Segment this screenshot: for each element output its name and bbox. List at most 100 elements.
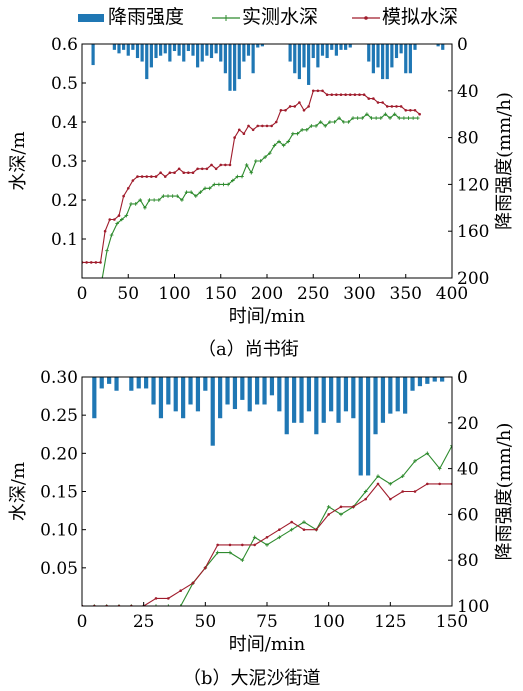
- simulated-point: [237, 128, 241, 132]
- measured-point: [212, 182, 217, 187]
- rain-bar: [404, 44, 408, 74]
- rain-bar: [237, 44, 241, 80]
- x-tick-label: 150: [205, 284, 237, 304]
- rain-bar: [321, 377, 326, 423]
- measured-point: [400, 474, 405, 479]
- measured-point: [154, 604, 158, 606]
- rain-bar: [277, 377, 282, 412]
- rain-bar: [92, 377, 97, 419]
- rain-bar: [260, 44, 264, 47]
- rain-bar: [210, 377, 215, 446]
- simulated-point: [284, 109, 287, 112]
- simulated-point: [140, 175, 144, 178]
- legend-item-rain: 降雨强度: [78, 6, 184, 28]
- rain-bar: [351, 377, 356, 419]
- rain-bar: [297, 44, 301, 80]
- simulated-point: [168, 171, 172, 174]
- measured-point: [291, 131, 295, 136]
- simulated-point: [131, 179, 135, 182]
- simulated-point: [302, 528, 306, 531]
- plot-frame: [81, 43, 453, 279]
- measured-point: [346, 120, 351, 124]
- simulated-point: [367, 97, 371, 100]
- x-tick-label: 100: [158, 284, 190, 304]
- simulated-point: [381, 101, 384, 104]
- rain-bar: [196, 44, 200, 68]
- rain-bar: [314, 377, 319, 435]
- simulated-point: [117, 214, 121, 217]
- measured-point: [240, 174, 244, 179]
- rain-bar: [200, 44, 204, 62]
- measured-point: [360, 116, 365, 120]
- chart-a: 0 50 100 150 200 250 300 350 4000.10.20.30.40.50…: [8, 35, 515, 327]
- rain-bar: [311, 44, 315, 59]
- rain-bar: [395, 377, 400, 412]
- simulated-point: [126, 187, 130, 190]
- measured-point: [314, 124, 318, 128]
- rain-bar: [344, 44, 348, 50]
- rain-bar: [168, 44, 172, 62]
- simulated-point: [216, 543, 219, 547]
- measured-point: [252, 535, 257, 540]
- rain-bar: [284, 377, 289, 435]
- rain-bar: [223, 44, 227, 74]
- rain-bar: [366, 377, 371, 476]
- rain-bar: [182, 44, 186, 62]
- legend-measured-label: 实测水深: [242, 6, 319, 28]
- rain-bar: [408, 44, 412, 74]
- simulated-point: [385, 105, 389, 108]
- measured-point: [258, 159, 263, 163]
- measured-point: [226, 182, 230, 187]
- x-tick-label: 125: [374, 612, 406, 632]
- measured-legend-swatch: [212, 15, 240, 21]
- simulated-point: [389, 497, 392, 501]
- y-axis-title: 水深/m: [8, 462, 29, 521]
- measured-point: [180, 198, 184, 202]
- simulated-point: [353, 93, 357, 96]
- simulated-point: [376, 101, 380, 104]
- simulated-point: [352, 505, 355, 509]
- rain-bar: [177, 44, 181, 56]
- rain-bar: [256, 44, 260, 48]
- simulated-point: [426, 482, 429, 486]
- rain-bar: [246, 44, 251, 56]
- simulated-point: [358, 93, 361, 96]
- rain-bar: [403, 377, 408, 414]
- simulated-point: [191, 171, 195, 174]
- measured-point: [277, 535, 282, 540]
- simulated-point: [362, 93, 366, 96]
- rain-bar: [195, 377, 201, 412]
- rain-bar: [140, 44, 144, 62]
- measured-point: [265, 543, 269, 547]
- measured-point: [332, 120, 337, 124]
- x-tick-label: 200: [251, 284, 283, 304]
- simulated-point: [247, 124, 250, 128]
- rain-bar: [247, 377, 252, 412]
- rain-bar: [149, 44, 153, 68]
- rain-bar: [316, 44, 320, 68]
- measured-point: [425, 451, 430, 456]
- rain-bar: [214, 44, 218, 54]
- x-tick-label: 350: [390, 284, 422, 304]
- simulated-point: [145, 175, 149, 178]
- measured-point: [124, 213, 129, 218]
- y2-axis-title: 降雨强度(mm/h): [494, 423, 515, 561]
- simulated-point: [298, 101, 301, 104]
- simulated-point: [256, 124, 260, 128]
- measured-point: [109, 233, 114, 237]
- rain-bar: [371, 44, 375, 74]
- rain-bar: [188, 377, 193, 405]
- measured-point: [147, 198, 152, 202]
- rain-bar: [181, 377, 186, 419]
- simulated-point: [103, 229, 107, 233]
- rain-bar: [126, 44, 130, 56]
- measured-point: [397, 116, 402, 120]
- simulated-point: [191, 581, 195, 585]
- x-tick-label: 100: [312, 612, 344, 632]
- simulated-point: [339, 505, 343, 509]
- y-tick-label: 0.2: [51, 191, 78, 211]
- measured-point: [263, 155, 267, 159]
- simulated-point: [85, 261, 88, 264]
- simulated-point: [261, 124, 264, 128]
